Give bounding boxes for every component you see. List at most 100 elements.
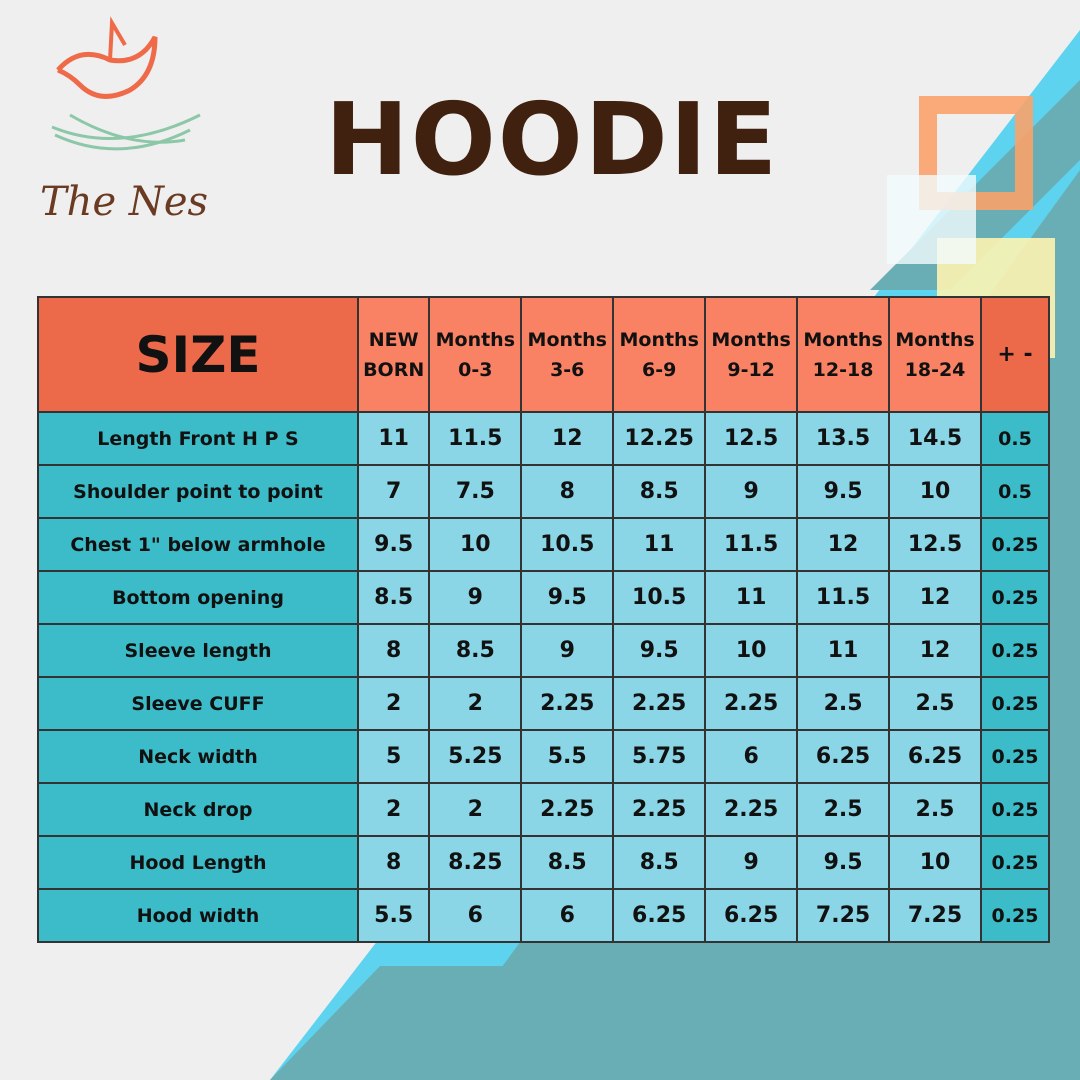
value-cell: 9	[704, 464, 799, 519]
col-header-line2: BORN	[363, 358, 425, 381]
value-cell: 9.5	[612, 623, 707, 678]
table-row: Hood width 5.5 6 6 6.25 6.25 7.25 7.25 0.25	[37, 888, 1050, 943]
row-label: Sleeve length	[37, 623, 359, 678]
value-cell: 11.5	[704, 517, 799, 572]
value-cell: 2.5	[888, 782, 982, 837]
value-cell: 7	[356, 464, 431, 519]
col-header: NEW BORN	[356, 296, 431, 413]
value-cell: 2.25	[612, 676, 707, 731]
the-nest-logo: The Nest	[40, 16, 210, 225]
tolerance-cell: 0.5	[980, 464, 1050, 519]
value-cell: 8	[520, 464, 615, 519]
page-title: HOODIE	[325, 81, 780, 198]
value-cell: 12.5	[888, 517, 982, 572]
col-header-line1: Months	[803, 328, 883, 351]
col-header-line1: NEW	[368, 328, 419, 351]
table-row: Bottom opening 8.5 9 9.5 10.5 11 11.5 12 0.25	[37, 570, 1050, 625]
size-header: SIZE	[37, 296, 359, 413]
value-cell: 9.5	[520, 570, 615, 625]
value-cell: 8.5	[428, 623, 523, 678]
value-cell: 7.25	[888, 888, 982, 943]
value-cell: 8.5	[612, 835, 707, 890]
value-cell: 9	[520, 623, 615, 678]
tolerance-cell: 0.25	[980, 888, 1050, 943]
col-header-line2: 0-3	[458, 358, 493, 381]
value-cell: 10	[888, 835, 982, 890]
value-cell: 12	[520, 411, 615, 466]
row-label: Bottom opening	[37, 570, 359, 625]
value-cell: 2.25	[704, 782, 799, 837]
col-header: Months 6-9	[612, 296, 707, 413]
row-label: Chest 1" below armhole	[37, 517, 359, 572]
value-cell: 8.5	[612, 464, 707, 519]
value-cell: 2.5	[796, 676, 891, 731]
value-cell: 14.5	[888, 411, 982, 466]
table-row: Neck width 5 5.25 5.5 5.75 6 6.25 6.25 0.25	[37, 729, 1050, 784]
tolerance-cell: 0.25	[980, 623, 1050, 678]
value-cell: 9.5	[796, 464, 891, 519]
row-label: Hood Length	[37, 835, 359, 890]
table-row: Hood Length 8 8.25 8.5 8.5 9 9.5 10 0.25	[37, 835, 1050, 890]
row-label: Sleeve CUFF	[37, 676, 359, 731]
tolerance-cell: 0.25	[980, 517, 1050, 572]
value-cell: 8.25	[428, 835, 523, 890]
value-cell: 2	[428, 782, 523, 837]
value-cell: 11.5	[796, 570, 891, 625]
value-cell: 9	[428, 570, 523, 625]
tolerance-cell: 0.25	[980, 729, 1050, 784]
tolerance-header: + -	[980, 296, 1050, 413]
value-cell: 2.25	[520, 676, 615, 731]
value-cell: 5.25	[428, 729, 523, 784]
value-cell: 7.25	[796, 888, 891, 943]
col-header-line1: Months	[527, 328, 607, 351]
table-row: Shoulder point to point 7 7.5 8 8.5 9 9.5 10 0.5	[37, 464, 1050, 519]
value-cell: 6	[704, 729, 799, 784]
value-cell: 11	[612, 517, 707, 572]
value-cell: 2	[356, 676, 431, 731]
value-cell: 12.25	[612, 411, 707, 466]
col-header-line2: 18-24	[904, 358, 966, 381]
table-row: Neck drop 2 2 2.25 2.25 2.25 2.5 2.5 0.25	[37, 782, 1050, 837]
value-cell: 10.5	[520, 517, 615, 572]
value-cell: 6	[520, 888, 615, 943]
value-cell: 5	[356, 729, 431, 784]
value-cell: 8.5	[356, 570, 431, 625]
value-cell: 10	[888, 464, 982, 519]
value-cell: 9.5	[796, 835, 891, 890]
value-cell: 13.5	[796, 411, 891, 466]
logo-text: The Nest	[40, 179, 210, 225]
value-cell: 6.25	[796, 729, 891, 784]
col-header-line1: Months	[711, 328, 791, 351]
col-header-line1: Months	[619, 328, 699, 351]
col-header: Months 9-12	[704, 296, 799, 413]
value-cell: 9.5	[356, 517, 431, 572]
col-header: Months 12-18	[796, 296, 891, 413]
value-cell: 6	[428, 888, 523, 943]
row-label: Neck width	[37, 729, 359, 784]
tolerance-cell: 0.5	[980, 411, 1050, 466]
tolerance-cell: 0.25	[980, 782, 1050, 837]
col-header-line1: Months	[895, 328, 975, 351]
col-header-line1: Months	[435, 328, 516, 351]
value-cell: 2.25	[520, 782, 615, 837]
col-header: Months 18-24	[888, 296, 982, 413]
row-label: Neck drop	[37, 782, 359, 837]
value-cell: 10	[704, 623, 799, 678]
value-cell: 9	[704, 835, 799, 890]
row-label: Length Front H P S	[37, 411, 359, 466]
value-cell: 2	[428, 676, 523, 731]
value-cell: 2.5	[796, 782, 891, 837]
value-cell: 2.25	[612, 782, 707, 837]
table-row: Chest 1" below armhole 9.5 10 10.5 11 11.5 12 1…	[37, 517, 1050, 572]
value-cell: 2	[356, 782, 431, 837]
value-cell: 5.75	[612, 729, 707, 784]
value-cell: 2.25	[704, 676, 799, 731]
value-cell: 11.5	[428, 411, 523, 466]
value-cell: 10.5	[612, 570, 707, 625]
value-cell: 8	[356, 623, 431, 678]
col-header-line2: 12-18	[812, 358, 874, 381]
table-row: Length Front H P S 11 11.5 12 12.25 12.5 13.5 1…	[37, 411, 1050, 466]
header-row: SIZE NEW BORN Months 0-3 Months 3-6 Months 6…	[37, 296, 1050, 413]
col-header: Months 3-6	[520, 296, 615, 413]
value-cell: 12	[796, 517, 891, 572]
